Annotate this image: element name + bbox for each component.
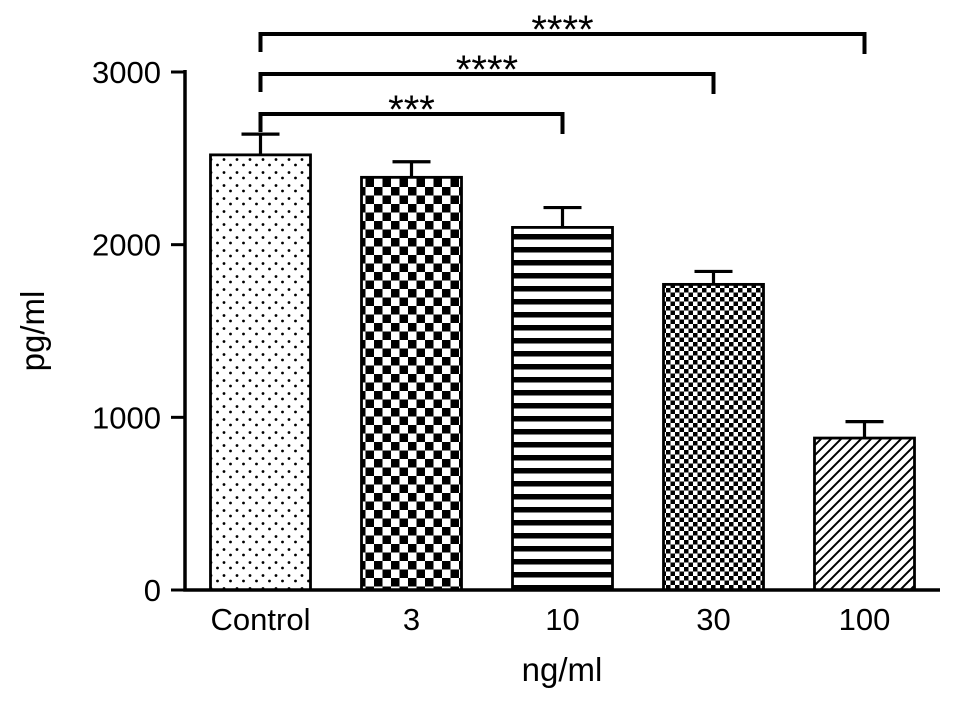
bar (813, 436, 916, 592)
significance-bracket (258, 72, 716, 94)
significance-label: **** (456, 48, 518, 92)
x-tick-label: 30 (696, 602, 730, 637)
x-tick-label: 10 (545, 602, 579, 637)
y-tick-label: 1000 (92, 400, 161, 435)
y-tick-label: 0 (144, 573, 161, 608)
bar (209, 153, 312, 592)
x-tick-label: Control (211, 602, 311, 637)
significance-label: *** (388, 88, 435, 132)
x-tick-label: 3 (403, 602, 420, 637)
x-axis-label: ng/ml (522, 651, 603, 688)
bar (511, 225, 614, 592)
bar (662, 282, 765, 592)
x-tick-label: 100 (839, 602, 891, 637)
significance-bracket (258, 112, 565, 134)
y-tick-label: 2000 (92, 228, 161, 263)
y-tick-label: 3000 (92, 55, 161, 90)
bar (360, 175, 463, 592)
significance-label: **** (531, 8, 593, 52)
significance-bracket (258, 32, 867, 54)
y-axis-label: pg/ml (14, 291, 51, 372)
